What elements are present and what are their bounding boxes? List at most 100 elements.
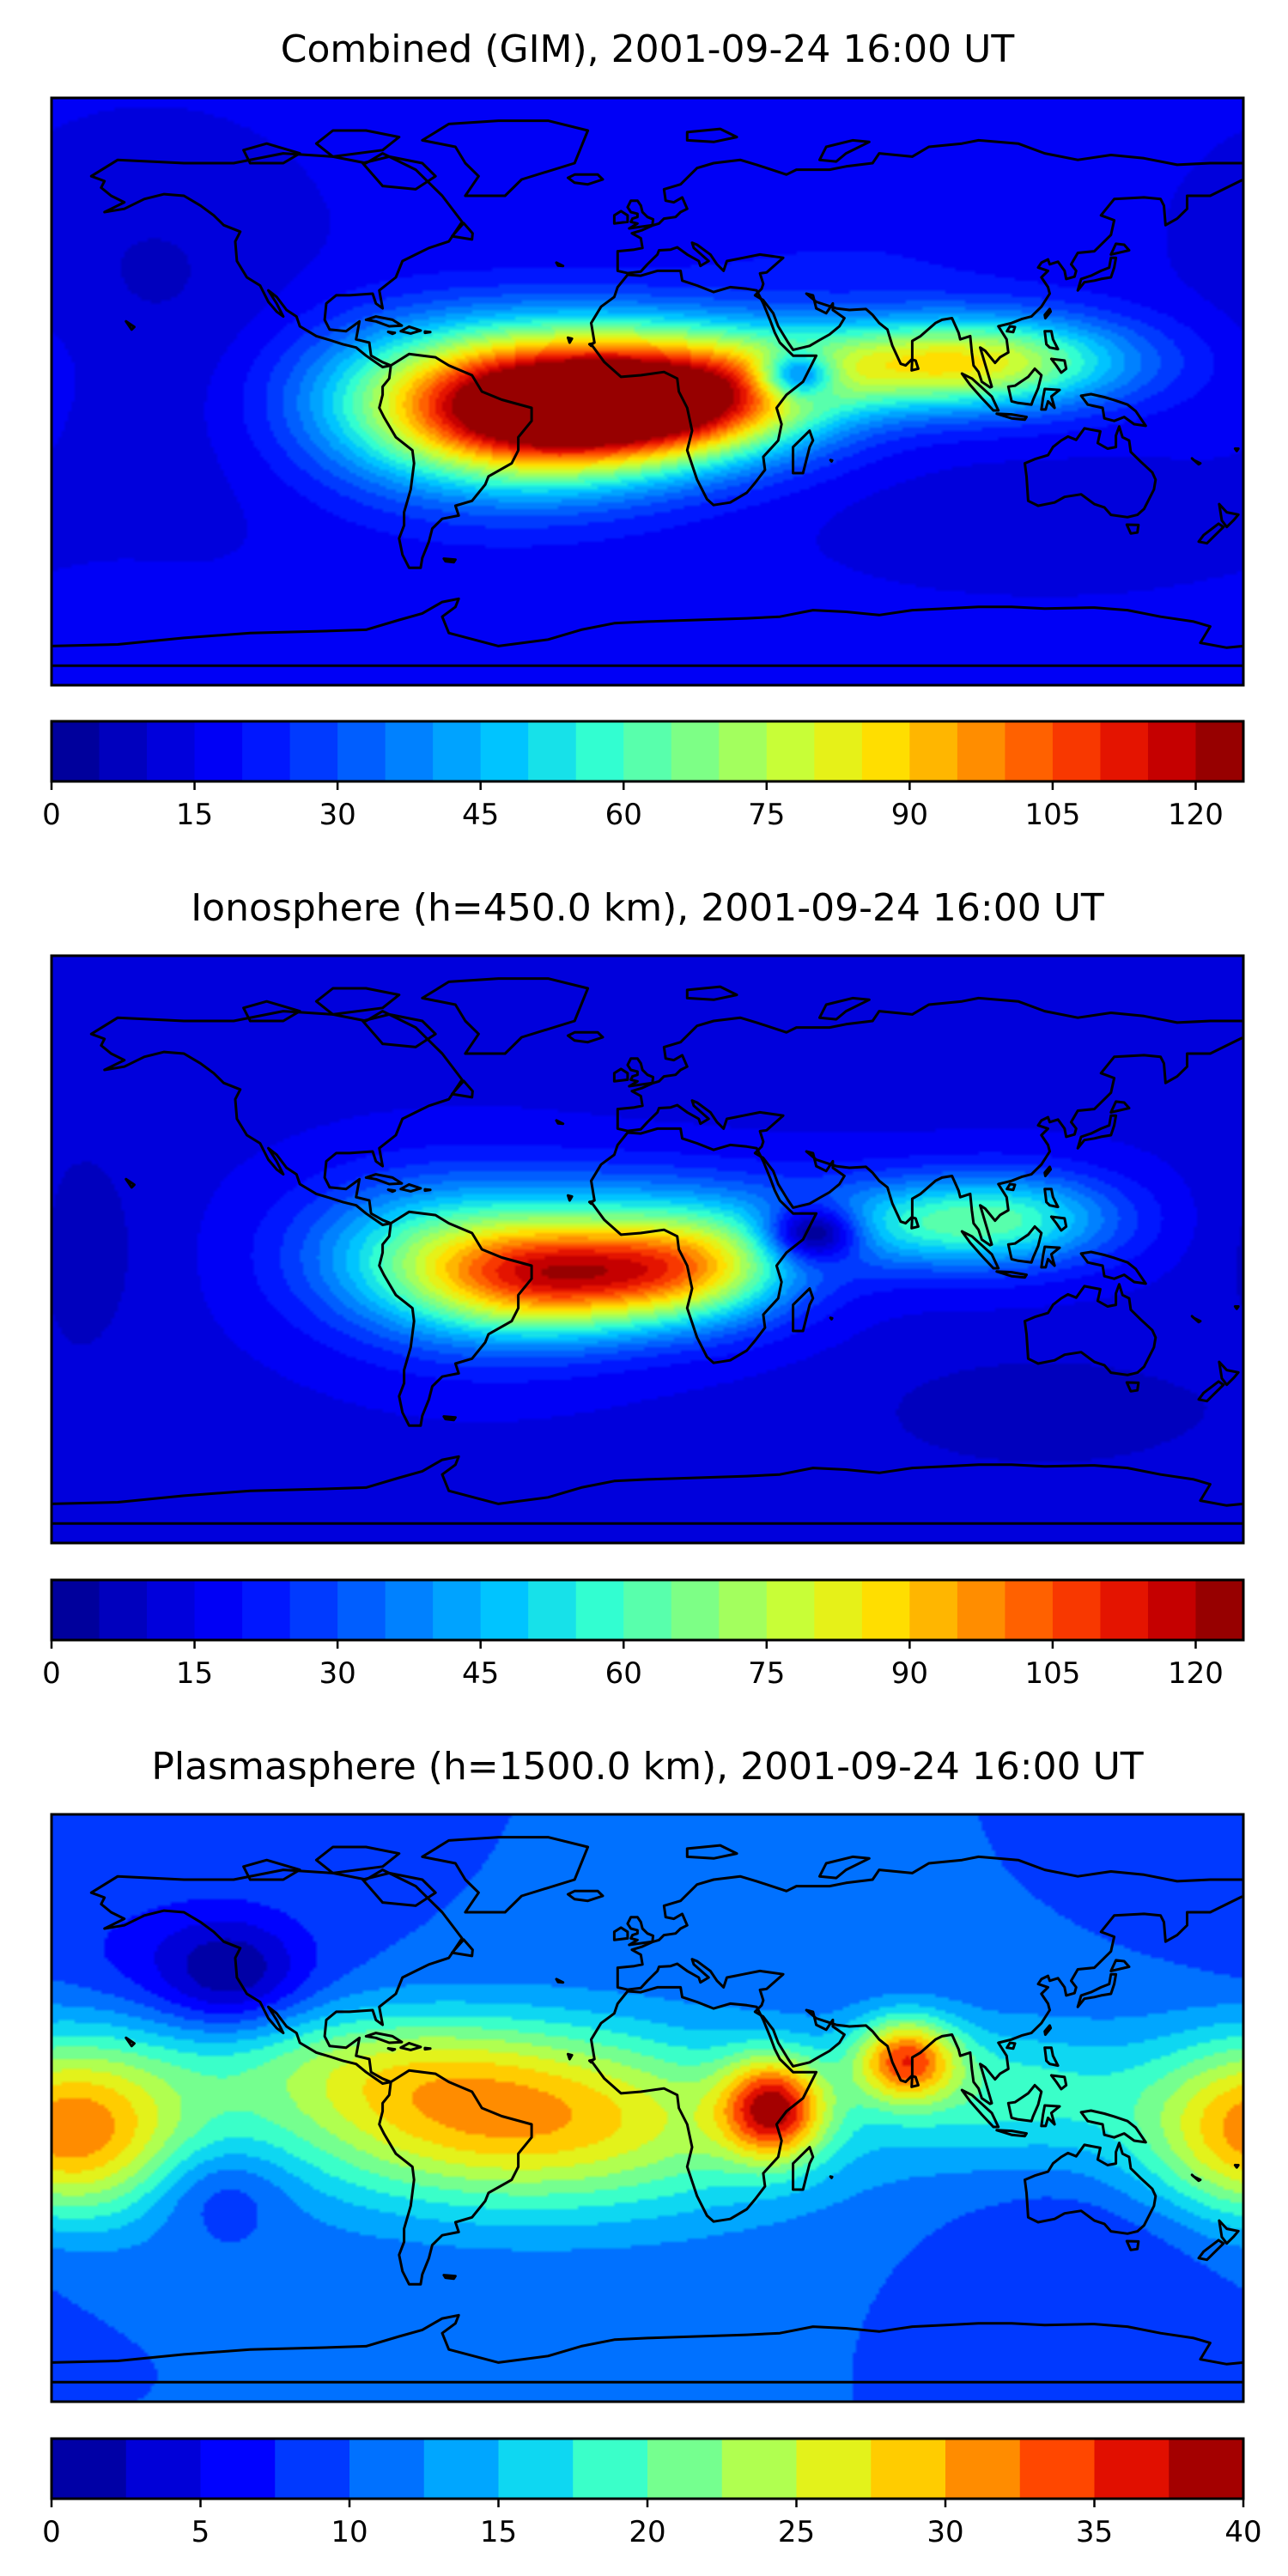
coastline <box>1049 357 1068 374</box>
colorbar-segment <box>861 1580 910 1640</box>
colorbar-tick-label: 105 <box>1024 1656 1080 1691</box>
colorbar-tick-label: 15 <box>176 1656 213 1691</box>
coastline <box>314 987 401 1016</box>
coastline <box>1079 1250 1147 1285</box>
coastline <box>1125 2239 1140 2251</box>
coastline <box>421 977 590 1055</box>
coastline <box>590 1127 818 1364</box>
map-frame <box>50 96 1245 687</box>
panel-2: Ionosphere (h=450.0 km), 2001-09-24 16:0… <box>42 886 1245 1691</box>
colorbar-segment <box>671 1580 720 1640</box>
coastline <box>314 1845 401 1874</box>
coastline <box>1049 2074 1068 2091</box>
coastline <box>818 138 871 163</box>
colorbar-tick-label: 120 <box>1168 1656 1224 1691</box>
coastline <box>451 222 474 241</box>
coastline <box>612 1067 629 1083</box>
colorbar-segment <box>480 1580 529 1640</box>
coastline <box>89 1868 464 2085</box>
coastline <box>616 1855 1245 2105</box>
colorbar-tick-label: 0 <box>42 2515 61 2549</box>
coastline <box>361 1012 437 1048</box>
coastline <box>125 1177 136 1189</box>
colorbar-segment <box>349 2439 425 2499</box>
colorbar-segment <box>242 1580 291 1640</box>
coastline <box>626 1916 655 1947</box>
coastline <box>829 459 834 463</box>
colorbar-segment <box>480 721 529 781</box>
coastline <box>1233 2164 1240 2169</box>
coastline <box>590 1985 818 2223</box>
colorbar-segment <box>575 721 624 781</box>
coastline <box>361 155 437 191</box>
coastline <box>1197 522 1225 545</box>
coastline <box>995 1270 1028 1279</box>
coastline <box>1109 242 1131 256</box>
colorbar-tick-label: 0 <box>42 1656 61 1691</box>
colorbar-segment <box>423 2439 500 2499</box>
colorbar-segment <box>766 1580 815 1640</box>
panel-1: Combined (GIM), 2001-09-24 16:00 UT 0 15 30… <box>42 27 1245 832</box>
colorbar-tick-label: 75 <box>748 1656 785 1691</box>
colorbar-tick-label: 30 <box>927 2515 963 2549</box>
coastline <box>378 2069 533 2286</box>
coastline <box>567 1889 605 1903</box>
colorbar-segment <box>52 721 100 781</box>
coastline <box>421 1836 590 1914</box>
coastline <box>792 429 815 475</box>
coastline <box>1043 1188 1060 1209</box>
coastline <box>1043 2046 1060 2068</box>
coastline <box>451 1079 474 1099</box>
colorbar-segment <box>147 1580 196 1640</box>
coastline <box>1079 2109 1147 2144</box>
colorbar-segment <box>337 721 386 781</box>
colorbar-segment <box>647 2439 723 2499</box>
colorbar-tick-label: 105 <box>1024 798 1080 832</box>
colorbar-tick-label: 90 <box>891 798 928 832</box>
coastline <box>1079 392 1147 428</box>
colorbar-segment <box>1094 2439 1170 2499</box>
coastline <box>1043 1165 1053 1177</box>
colorbar-segment <box>433 721 482 781</box>
coastline <box>1005 2041 1017 2050</box>
colorbar-segment <box>385 721 434 781</box>
coastline <box>829 1316 834 1321</box>
colorbar-segment <box>909 721 958 781</box>
coastline <box>1233 1305 1240 1310</box>
coastline <box>1233 447 1240 453</box>
map-frame <box>50 1813 1245 2403</box>
coastline <box>616 996 1245 1247</box>
coastline <box>378 352 533 569</box>
coastline <box>685 985 738 1001</box>
coastline <box>242 1858 301 1881</box>
coastline <box>1005 325 1017 334</box>
colorbar-segment <box>861 721 910 781</box>
coastline <box>910 358 920 372</box>
coastline <box>442 557 457 564</box>
colorbar-tick-label: 90 <box>891 1656 928 1691</box>
coastline <box>555 1119 565 1126</box>
panel-title: Combined (GIM), 2001-09-24 16:00 UT <box>281 27 1015 71</box>
coastline <box>1006 2083 1043 2123</box>
colorbar: 0 15 30 45 60 75 90 105 120 <box>42 1578 1245 1691</box>
colorbar-segment <box>1100 1580 1149 1640</box>
coastline <box>1005 1182 1017 1192</box>
coastline <box>626 199 655 230</box>
coastline <box>792 2146 815 2191</box>
coastline <box>567 336 574 344</box>
coastline <box>386 1188 397 1194</box>
coastline <box>1024 1283 1157 1376</box>
colorbar-tick-label: 75 <box>748 798 785 832</box>
colorbar-segment <box>1195 1580 1244 1640</box>
coastline <box>555 1978 565 1984</box>
coastline <box>616 138 1245 389</box>
coastline <box>399 1182 422 1193</box>
coastline <box>50 597 1245 667</box>
colorbar-segment <box>337 1580 386 1640</box>
colorbar-frame <box>50 1578 1245 1642</box>
coastline <box>1109 1959 1131 1972</box>
colorbar-segment <box>719 1580 768 1640</box>
coastline <box>685 127 738 143</box>
colorbar-tick-label: 15 <box>480 2515 517 2549</box>
